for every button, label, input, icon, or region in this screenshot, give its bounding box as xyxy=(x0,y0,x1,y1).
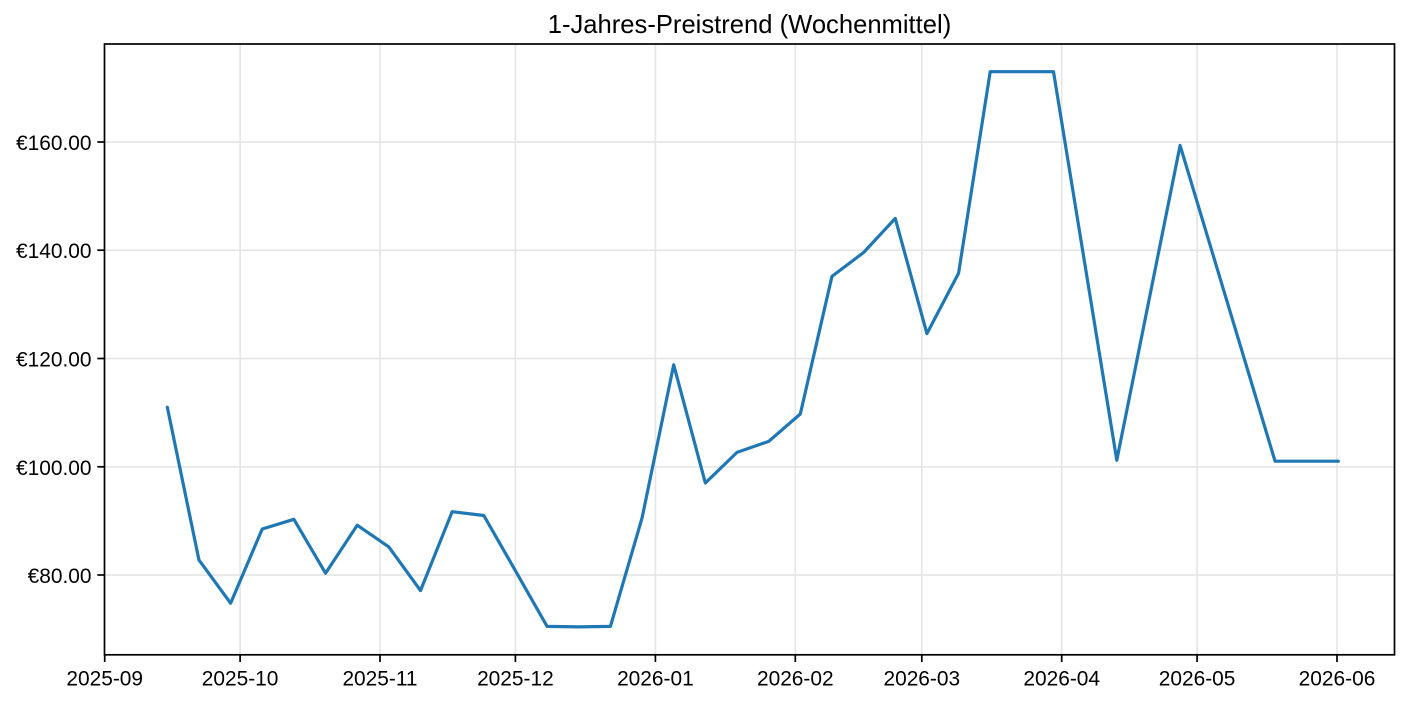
svg-text:2025-10: 2025-10 xyxy=(202,668,279,691)
svg-text:2026-05: 2026-05 xyxy=(1159,668,1236,691)
svg-text:2026-06: 2026-06 xyxy=(1299,668,1376,691)
svg-text:€140.00: €140.00 xyxy=(16,240,92,263)
svg-text:1-Jahres-Preistrend (Wochenmit: 1-Jahres-Preistrend (Wochenmittel) xyxy=(548,11,951,39)
svg-text:€160.00: €160.00 xyxy=(16,132,92,155)
svg-text:€80.00: €80.00 xyxy=(28,565,92,588)
svg-text:2026-03: 2026-03 xyxy=(883,668,960,691)
svg-text:2025-12: 2025-12 xyxy=(477,668,554,691)
svg-text:2025-09: 2025-09 xyxy=(66,668,143,691)
svg-text:€100.00: €100.00 xyxy=(16,457,92,480)
svg-text:2025-11: 2025-11 xyxy=(342,668,417,691)
svg-text:2026-02: 2026-02 xyxy=(757,668,834,691)
svg-text:2026-01: 2026-01 xyxy=(617,668,694,691)
svg-text:€120.00: €120.00 xyxy=(16,349,92,372)
svg-text:2026-04: 2026-04 xyxy=(1023,668,1100,691)
